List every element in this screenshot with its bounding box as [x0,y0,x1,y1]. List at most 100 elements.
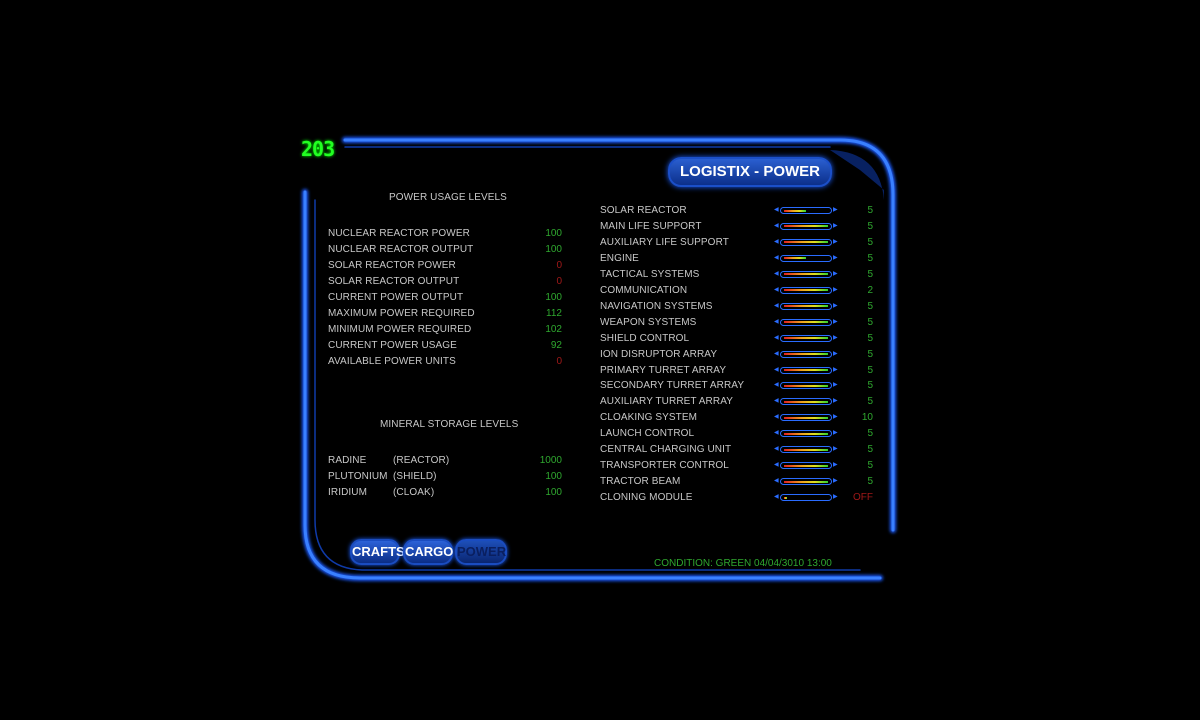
increase-arrow-icon[interactable]: ▶ [833,270,838,277]
power-level-slider[interactable]: ◀ ▶ [774,286,838,294]
slider-track [780,398,832,406]
nav-crafts-button[interactable]: CRAFTS [350,539,405,565]
slider-track [780,238,832,246]
power-level-slider[interactable]: ◀ ▶ [774,478,838,486]
slider-fill [784,480,828,483]
slider-track [780,366,832,374]
power-level-slider[interactable]: ◀ ▶ [774,350,838,358]
increase-arrow-icon[interactable]: ▶ [833,478,838,485]
system-label: MAIN LIFE SUPPORT [600,220,702,232]
slider-track [780,254,832,262]
decrease-arrow-icon[interactable]: ◀ [774,222,779,229]
decrease-arrow-icon[interactable]: ◀ [774,318,779,325]
slider-fill [784,321,828,324]
mineral-use: (CLOAK) [393,487,435,498]
increase-arrow-icon[interactable]: ▶ [833,382,838,389]
decrease-arrow-icon[interactable]: ◀ [774,398,779,405]
power-level-slider[interactable]: ◀ ▶ [774,382,838,390]
increase-arrow-icon[interactable]: ▶ [833,430,838,437]
page-title: LOGISTIX - POWER [668,157,832,187]
decrease-arrow-icon[interactable]: ◀ [774,382,779,389]
power-row-value: 102 [545,324,562,335]
system-label: SOLAR REACTOR [600,205,687,216]
power-level-slider[interactable]: ◀ ▶ [774,494,838,502]
decrease-arrow-icon[interactable]: ◀ [774,350,779,357]
slider-fill [784,273,828,276]
nav-cargo-button[interactable]: CARGO [403,539,453,565]
decrease-arrow-icon[interactable]: ◀ [774,270,779,277]
increase-arrow-icon[interactable]: ▶ [833,366,838,373]
slider-track [780,494,832,502]
system-value: 5 [867,348,873,360]
power-level-slider[interactable]: ◀ ▶ [774,430,838,438]
system-label: TRANSPORTER CONTROL [600,460,729,472]
slider-track [780,318,832,326]
decrease-arrow-icon[interactable]: ◀ [774,414,779,421]
power-row-label: SOLAR REACTOR POWER [328,260,456,271]
system-value: 5 [867,444,873,456]
slider-fill [784,209,806,212]
increase-arrow-icon[interactable]: ▶ [833,207,838,213]
system-label: AUXILIARY LIFE SUPPORT [600,236,729,248]
system-value: 2 [867,284,873,296]
increase-arrow-icon[interactable]: ▶ [833,350,838,357]
increase-arrow-icon[interactable]: ▶ [833,318,838,325]
system-value: 5 [867,252,873,264]
system-value: 5 [867,460,873,472]
increase-arrow-icon[interactable]: ▶ [833,334,838,341]
power-level-slider[interactable]: ◀ ▶ [774,222,838,230]
slider-fill [784,305,828,308]
increase-arrow-icon[interactable]: ▶ [833,286,838,293]
slider-track [780,207,832,214]
system-value: 5 [867,380,873,392]
increase-arrow-icon[interactable]: ▶ [833,462,838,469]
increase-arrow-icon[interactable]: ▶ [833,238,838,245]
power-level-slider[interactable]: ◀ ▶ [774,446,838,454]
decrease-arrow-icon[interactable]: ◀ [774,238,779,245]
power-level-slider[interactable]: ◀ ▶ [774,270,838,278]
decrease-arrow-icon[interactable]: ◀ [774,302,779,309]
increase-arrow-icon[interactable]: ▶ [833,254,838,261]
increase-arrow-icon[interactable]: ▶ [833,414,838,421]
slider-track [780,414,832,422]
decrease-arrow-icon[interactable]: ◀ [774,254,779,261]
power-level-slider[interactable]: ◀ ▶ [774,254,838,262]
slider-fill [784,400,828,403]
system-label: AUXILIARY TURRET ARRAY [600,396,733,408]
decrease-arrow-icon[interactable]: ◀ [774,334,779,341]
power-level-slider[interactable]: ◀ ▶ [774,318,838,326]
power-row-value: 92 [550,340,562,351]
power-level-slider[interactable]: ◀ ▶ [774,398,838,406]
decrease-arrow-icon[interactable]: ◀ [774,207,779,213]
power-level-slider[interactable]: ◀ ▶ [774,302,838,310]
increase-arrow-icon[interactable]: ▶ [833,302,838,309]
power-level-slider[interactable]: ◀ ▶ [774,334,838,342]
decrease-arrow-icon[interactable]: ◀ [774,478,779,485]
decrease-arrow-icon[interactable]: ◀ [774,462,779,469]
decrease-arrow-icon[interactable]: ◀ [774,446,779,453]
power-level-slider[interactable]: ◀ ▶ [774,462,838,470]
slider-fill [784,337,828,340]
slider-fill [784,384,828,387]
slider-fill [784,464,828,467]
power-row-label: MAXIMUM POWER REQUIRED [328,308,475,319]
system-label: CLONING MODULE [600,492,693,504]
increase-arrow-icon[interactable]: ▶ [833,494,838,501]
nav-power-button[interactable]: POWER [455,539,507,565]
system-label: ENGINE [600,252,639,264]
power-level-slider[interactable]: ◀ ▶ [774,414,838,422]
mineral-name: RADINE [328,455,367,466]
power-level-slider[interactable]: ◀ ▶ [774,366,838,374]
decrease-arrow-icon[interactable]: ◀ [774,286,779,293]
mineral-use: (REACTOR) [393,455,450,466]
mineral-name: PLUTONIUM [328,471,388,482]
decrease-arrow-icon[interactable]: ◀ [774,494,779,501]
power-level-slider[interactable]: ◀ ▶ [774,238,838,246]
increase-arrow-icon[interactable]: ▶ [833,398,838,405]
increase-arrow-icon[interactable]: ▶ [833,446,838,453]
system-label: WEAPON SYSTEMS [600,316,697,328]
decrease-arrow-icon[interactable]: ◀ [774,430,779,437]
decrease-arrow-icon[interactable]: ◀ [774,366,779,373]
power-level-slider[interactable]: ◀ ▶ [774,207,838,214]
increase-arrow-icon[interactable]: ▶ [833,222,838,229]
